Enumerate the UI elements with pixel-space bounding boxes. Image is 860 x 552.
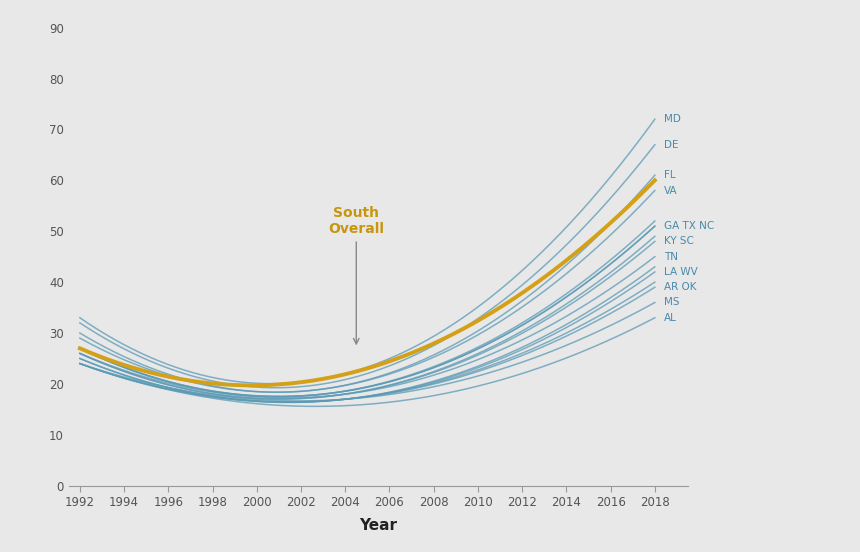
Text: South
Overall: South Overall: [329, 206, 384, 344]
X-axis label: Year: Year: [359, 518, 397, 533]
Text: MS: MS: [664, 298, 679, 307]
Text: MD: MD: [664, 114, 680, 124]
Text: AR OK: AR OK: [664, 282, 697, 292]
Text: TN: TN: [664, 252, 678, 262]
Text: VA: VA: [664, 185, 678, 195]
Text: DE: DE: [664, 140, 679, 150]
Text: LA WV: LA WV: [664, 267, 697, 277]
Text: KY SC: KY SC: [664, 236, 693, 246]
Text: FL: FL: [664, 170, 675, 181]
Text: AL: AL: [664, 313, 677, 323]
Text: GA TX NC: GA TX NC: [664, 221, 714, 231]
